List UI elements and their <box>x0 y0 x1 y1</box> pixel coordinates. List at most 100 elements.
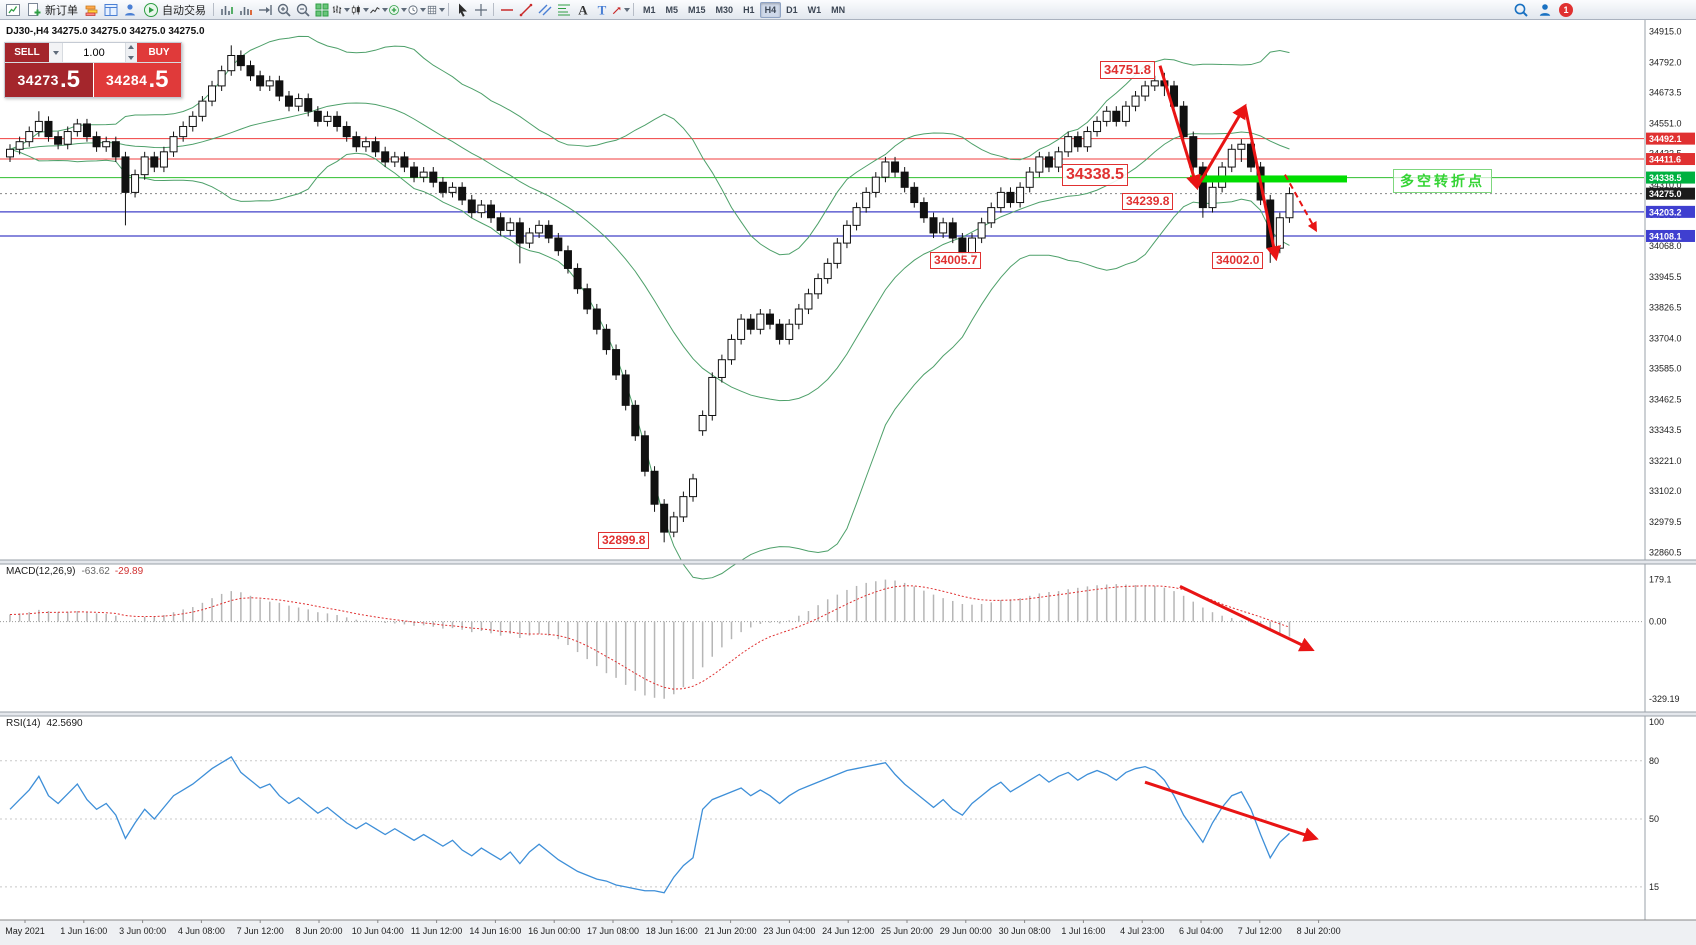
trade-panel-prices: 34273.5 34284.5 <box>5 63 181 97</box>
timeframe-h4[interactable]: H4 <box>759 1 782 18</box>
macd-signal-line <box>9 585 1290 690</box>
chart-overlay: DJ30-,H4 34275.0 34275.0 34275.0 34275.0… <box>0 20 1696 945</box>
navigator-icon[interactable] <box>120 1 139 19</box>
turning-point-highlight[interactable] <box>1190 175 1347 183</box>
svg-text:T: T <box>597 2 606 17</box>
timeframe-m1[interactable]: M1 <box>638 2 661 18</box>
svg-text:4 Jun 08:00: 4 Jun 08:00 <box>178 926 225 936</box>
buy-button[interactable]: BUY <box>137 43 181 62</box>
toolbar-separator <box>448 3 449 16</box>
svg-text:21 Jun 20:00: 21 Jun 20:00 <box>705 926 757 936</box>
sell-button[interactable]: SELL <box>5 43 49 62</box>
svg-text:33826.5: 33826.5 <box>1649 302 1682 312</box>
timeframe-bar: M1 M5 M15 M30 H1 H4 D1 W1 MN <box>638 1 850 18</box>
svg-text:16 Jun 00:00: 16 Jun 00:00 <box>528 926 580 936</box>
trendline-icon[interactable] <box>516 1 535 19</box>
symbol-info: DJ30-,H4 34275.0 34275.0 34275.0 34275.0 <box>6 26 205 37</box>
svg-text:24 Jun 12:00: 24 Jun 12:00 <box>822 926 874 936</box>
channel-icon[interactable] <box>535 1 554 19</box>
timeframe-d1[interactable]: D1 <box>781 2 803 18</box>
svg-text:29 Jun 00:00: 29 Jun 00:00 <box>940 926 992 936</box>
macd-signal-value: -29.89 <box>114 566 144 577</box>
volume-up-button[interactable] <box>126 43 137 53</box>
rsi-label: RSI(14) 42.5690 <box>4 718 85 729</box>
horizontal-line-icon[interactable] <box>497 1 516 19</box>
price-callout[interactable]: 34751.8 <box>1100 61 1155 80</box>
timeframe-mn[interactable]: MN <box>826 2 850 18</box>
profile-icon[interactable] <box>1535 1 1554 19</box>
svg-text:33462.5: 33462.5 <box>1649 395 1682 405</box>
sell-price[interactable]: 34273.5 <box>5 63 93 97</box>
svg-text:30 Jun 08:00: 30 Jun 08:00 <box>999 926 1051 936</box>
order-type-dropdown[interactable] <box>49 43 63 62</box>
templates-icon[interactable] <box>426 1 445 19</box>
panel-divider[interactable] <box>0 559 1696 565</box>
toolbar-left: 新订单 自动交易 A T <box>3 1 637 19</box>
svg-text:0.00: 0.00 <box>1649 617 1667 627</box>
rsi-line <box>9 756 1290 894</box>
svg-text:34915.0: 34915.0 <box>1649 26 1682 36</box>
timeframe-w1[interactable]: W1 <box>803 2 827 18</box>
volume-control <box>63 43 137 62</box>
trend-arrows[interactable] <box>1158 65 1317 262</box>
market-watch-icon[interactable] <box>82 1 101 19</box>
timeframe-m5[interactable]: M5 <box>661 2 684 18</box>
price-callout[interactable]: 34338.5 <box>1062 163 1128 186</box>
buy-price[interactable]: 34284.5 <box>92 63 181 97</box>
data-window-icon[interactable] <box>101 1 120 19</box>
periods-icon[interactable] <box>407 1 426 19</box>
svg-text:33945.5: 33945.5 <box>1649 272 1682 282</box>
fibonacci-icon[interactable] <box>554 1 573 19</box>
zoom-out-icon[interactable] <box>293 1 312 19</box>
volume-input[interactable] <box>63 43 125 62</box>
panel-divider[interactable] <box>0 711 1696 717</box>
price-callout[interactable]: 34239.8 <box>1122 192 1174 210</box>
chart-window-icon[interactable] <box>3 1 22 19</box>
arrows-tool-icon[interactable] <box>611 1 630 19</box>
line-chart-mode-icon[interactable] <box>369 1 388 19</box>
arrange-icons-icon[interactable] <box>217 1 236 19</box>
price-callout[interactable]: 32899.8 <box>598 531 650 549</box>
zoom-in-icon[interactable] <box>274 1 293 19</box>
tile-windows-icon[interactable] <box>312 1 331 19</box>
rsi-name: RSI(14) <box>6 718 41 729</box>
notification-badge[interactable]: 1 <box>1559 2 1573 17</box>
cursor-icon[interactable] <box>452 1 471 19</box>
candle-chart-mode-icon[interactable] <box>350 1 369 19</box>
svg-text:33102.0: 33102.0 <box>1649 486 1682 496</box>
timeframe-m30[interactable]: M30 <box>711 2 739 18</box>
note-box[interactable]: 多空转折点 <box>1393 168 1492 193</box>
volume-down-button[interactable] <box>126 52 137 62</box>
macd-trend-arrow[interactable] <box>1179 585 1315 652</box>
chart-canvas[interactable]: 34915.034792.034673.534551.034432.534310… <box>0 20 1696 945</box>
indicators-icon[interactable] <box>388 1 407 19</box>
svg-text:32979.5: 32979.5 <box>1649 517 1682 527</box>
arrange-windows-icon[interactable] <box>236 1 255 19</box>
crosshair-icon[interactable] <box>471 1 490 19</box>
rsi-trend-arrow[interactable] <box>1144 780 1319 842</box>
svg-text:33343.5: 33343.5 <box>1649 425 1682 435</box>
timeframe-m15[interactable]: M15 <box>683 2 711 18</box>
svg-text:34411.6: 34411.6 <box>1649 155 1681 165</box>
svg-text:May 2021: May 2021 <box>5 926 45 936</box>
chart-shift-icon[interactable] <box>255 1 274 19</box>
svg-text:34673.5: 34673.5 <box>1649 88 1682 98</box>
text-icon[interactable]: A <box>573 1 592 19</box>
svg-text:33585.0: 33585.0 <box>1649 364 1682 374</box>
search-icon[interactable] <box>1511 1 1530 19</box>
buy-price-pips: .5 <box>148 66 169 93</box>
svg-text:80: 80 <box>1649 756 1659 766</box>
autotrading-button[interactable]: 自动交易 <box>139 2 210 18</box>
bar-chart-mode-icon[interactable] <box>331 1 350 19</box>
one-click-trading-panel: SELL BUY 34273.5 34284.5 <box>4 42 182 98</box>
new-order-button[interactable]: 新订单 <box>22 2 82 18</box>
sell-price-pips: .5 <box>59 66 80 93</box>
text-label-icon[interactable]: T <box>592 1 611 19</box>
price-callout[interactable]: 34005.7 <box>930 251 982 269</box>
note-text: 多空转折点 <box>1400 172 1485 189</box>
price-callout[interactable]: 34002.0 <box>1212 252 1264 270</box>
svg-text:50: 50 <box>1649 814 1659 824</box>
svg-text:10 Jun 04:00: 10 Jun 04:00 <box>352 926 404 936</box>
timeframe-h1[interactable]: H1 <box>738 2 760 18</box>
horizontal-lines[interactable] <box>0 138 1644 237</box>
